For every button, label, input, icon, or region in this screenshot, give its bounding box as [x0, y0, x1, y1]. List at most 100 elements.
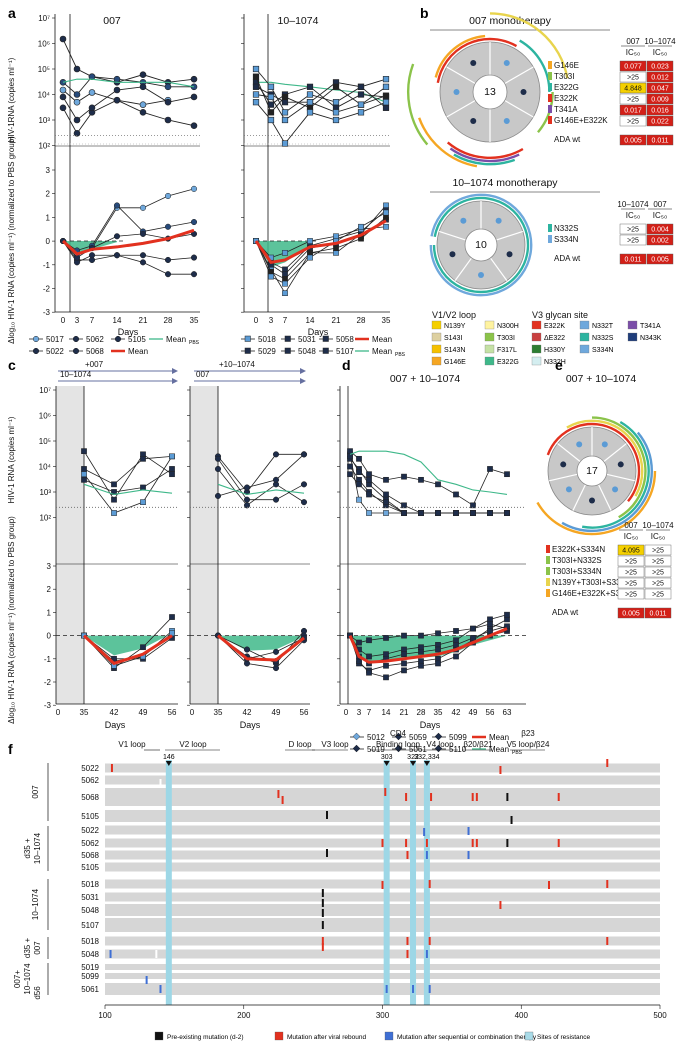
- b-t2-cell: [619, 223, 647, 235]
- a-ytick-label: 10⁷: [38, 14, 50, 23]
- panel-c-arrows: [58, 368, 306, 384]
- legend-swatch-b: [531, 356, 542, 366]
- legend-swatch-b: [484, 356, 495, 366]
- panel-b-table2: 10–1074 IC₅₀ 007 IC₅₀ N332S >25 0.004 S334N >25 0…: [548, 200, 674, 265]
- pie3-marker: [612, 486, 619, 493]
- d-delta-pt: [453, 653, 459, 660]
- f-mutation-mark: [321, 921, 324, 929]
- b-t1-ada-cell: [646, 134, 674, 146]
- panel-e-title: 007 + 10–1074: [566, 373, 637, 385]
- pie3-divider: [603, 443, 627, 463]
- point-5048: [357, 83, 365, 90]
- legend-swatch-b: [627, 332, 638, 342]
- panel-b-legend-head2: V3 glycan site: [532, 310, 588, 320]
- point-5022: [139, 109, 147, 116]
- point-5107: [306, 99, 314, 106]
- legend-marker-b: [244, 347, 251, 354]
- pie1-marker: [470, 59, 477, 66]
- d-delta-pt: [401, 632, 407, 639]
- b-t1-value: 0.077: [624, 64, 642, 71]
- svg-text:14: 14: [306, 316, 315, 325]
- d-delta-pt: [401, 660, 407, 667]
- c1-series-pt: [81, 448, 87, 454]
- delta-point-b: [282, 276, 288, 282]
- d-legend-label: Mean: [489, 733, 509, 742]
- panel-a-axes: [54, 14, 390, 313]
- legend-swatch-b: [431, 344, 442, 354]
- legend-text-b: T303I: [497, 335, 515, 342]
- b-t2-value: 0.004: [651, 227, 669, 234]
- point-5105: [59, 93, 67, 101]
- legend-label-b: 5018: [258, 335, 276, 344]
- f-region-label: V2 loop: [179, 740, 207, 749]
- svg-text:21: 21: [139, 316, 148, 325]
- legend-marker-b: [244, 335, 251, 342]
- e-t-ada-label: ADA wt: [552, 608, 579, 617]
- svg-text:49: 49: [139, 708, 148, 717]
- d-series-pt: [453, 491, 459, 498]
- line-5029: [255, 101, 387, 145]
- point-5029: [252, 99, 260, 106]
- f-mutation-mark: [321, 909, 324, 917]
- pie2-inner: [464, 228, 498, 262]
- pie1-divider: [446, 66, 476, 85]
- delta-point-b: [282, 250, 288, 256]
- d-series-pt: [356, 469, 362, 476]
- point-5062: [59, 35, 67, 43]
- d-delta-pt: [487, 621, 493, 627]
- point-5107: [252, 91, 260, 98]
- f-mutation-mark: [406, 950, 409, 958]
- d-series-pt: [347, 448, 353, 454]
- f-group-label: d35 +: [23, 838, 32, 859]
- a-ytick-label: 10⁴: [38, 91, 51, 100]
- d-delta-pt: [470, 625, 476, 632]
- e-t-swatch: [546, 556, 550, 564]
- c1-series: [83, 468, 173, 493]
- d-xtick: 63: [503, 708, 512, 717]
- point-5107: [357, 101, 365, 108]
- f-mutation-mark: [471, 793, 474, 801]
- panel-d-axes: [339, 386, 526, 705]
- d-series-pt: [356, 455, 362, 462]
- b-t1-swatch: [548, 83, 552, 91]
- point-5068: [73, 91, 81, 98]
- f-mutation-mark: [471, 839, 474, 847]
- a-ytick-label: 10⁵: [38, 65, 50, 74]
- d-area: [350, 635, 507, 663]
- c1-area: [84, 633, 172, 656]
- d-series-pt: [435, 510, 441, 516]
- f-row-label: 5105: [81, 863, 99, 872]
- legend-text-b: F317L: [497, 347, 517, 354]
- d-series-pt: [366, 510, 372, 516]
- delta-point-b: [383, 209, 389, 216]
- d-legend-label: 5099: [449, 733, 467, 742]
- e-t-value: >25: [652, 570, 664, 577]
- c2-series-pt: [272, 451, 280, 458]
- svg-text:7: 7: [283, 316, 288, 325]
- d-series-pt: [435, 481, 441, 488]
- pie3-ring: [566, 419, 644, 497]
- d-delta-pt: [453, 642, 459, 648]
- f-group-label: 007+: [13, 970, 22, 988]
- e-t-cell: [644, 577, 672, 589]
- c2-area: [218, 635, 304, 651]
- b-t1-cell: [619, 82, 647, 94]
- delta-point-a: [190, 254, 198, 261]
- point-5058: [382, 92, 390, 99]
- c1-series-pt: [140, 484, 146, 491]
- legend-marker-b: [284, 335, 291, 342]
- b-t2-rowlabel: N332S: [554, 224, 578, 233]
- d-series: [349, 450, 508, 506]
- d-delta-pt: [383, 635, 389, 641]
- panel-c-axes: [55, 386, 310, 705]
- legend-label-a: 5062: [86, 335, 104, 344]
- d-delta-pt: [487, 628, 493, 634]
- legend-text-b: H330Y: [544, 347, 566, 354]
- legend-text-b: ΔE322: [544, 335, 565, 342]
- legend-label-a: 5068: [86, 347, 104, 356]
- c2-series-pt: [300, 451, 308, 458]
- f-row-bar: [105, 775, 660, 785]
- f-mutation-mark: [110, 764, 113, 772]
- b-t2-header-sub: IC₅₀: [626, 211, 641, 220]
- legend-label-b: 5048: [298, 347, 316, 356]
